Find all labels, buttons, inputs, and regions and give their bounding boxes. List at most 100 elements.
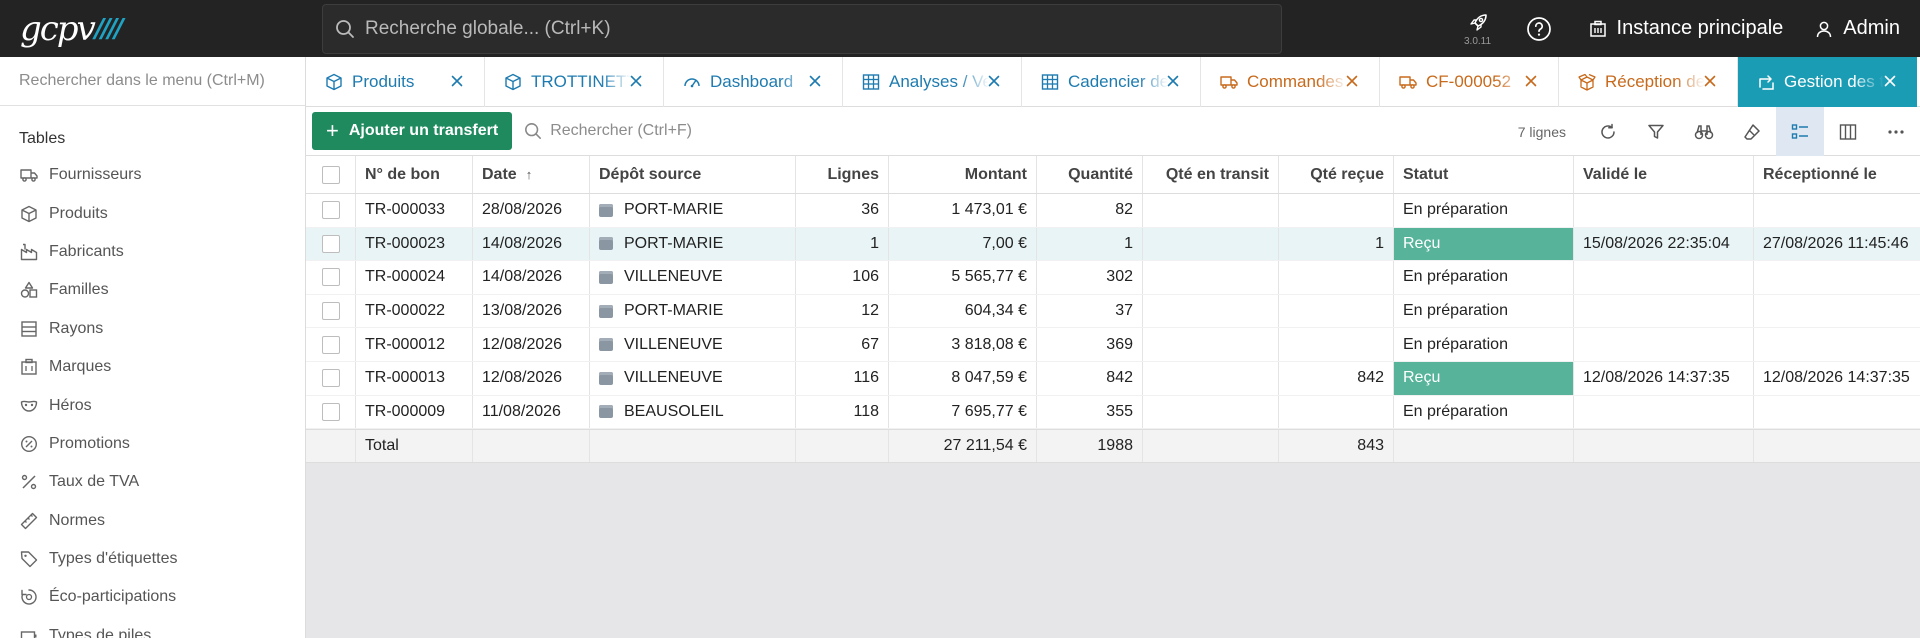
table-icon [862, 74, 880, 90]
sidebar-item[interactable]: Fabricants [0, 233, 305, 271]
menu-search[interactable] [0, 57, 305, 106]
sidebar-item[interactable]: Fournisseurs [0, 156, 305, 194]
cell-date: 14/08/2026 [482, 234, 563, 252]
close-icon[interactable] [1343, 72, 1361, 90]
col-transit-cell [1143, 227, 1279, 261]
row-select-cell [306, 294, 356, 328]
eraser-button[interactable] [1728, 107, 1776, 156]
row-checkbox[interactable] [321, 268, 340, 287]
refresh-button[interactable] [1584, 107, 1632, 156]
close-icon[interactable] [1164, 72, 1182, 90]
close-icon[interactable] [806, 72, 824, 90]
close-icon[interactable] [448, 72, 466, 90]
transfers-grid: N° de bon Date ↑ Dépôt source Lignes Montant Q… [306, 156, 1920, 463]
header-col-date[interactable]: Date ↑ [473, 156, 590, 193]
version-label: 3.0.11 [1463, 35, 1492, 47]
sidebar-item[interactable]: Rayons [0, 310, 305, 348]
row-checkbox[interactable] [321, 335, 340, 354]
header-col-montant[interactable]: Montant [889, 156, 1037, 193]
sidebar-item[interactable]: Taux de TVA [0, 463, 305, 501]
filter-button[interactable] [1632, 107, 1680, 156]
header-col-lignes[interactable]: Lignes [796, 156, 889, 193]
sidebar-item[interactable]: Types de piles [0, 617, 305, 638]
release-notes-button[interactable]: 3.0.11 [1447, 0, 1509, 57]
tab[interactable]: TROTTINETTES [485, 57, 664, 107]
header-col-recue[interactable]: Qté reçue [1279, 156, 1394, 193]
col-date-cell: 12/08/2026 [473, 361, 590, 395]
col-date-cell: 28/08/2026 [473, 194, 590, 227]
binoculars-button[interactable] [1680, 107, 1728, 156]
tab[interactable]: Gestion des transferts [1738, 57, 1917, 107]
add-transfer-button[interactable]: + Ajouter un transfert [312, 112, 513, 150]
table-row[interactable]: TR-000013 12/08/2026 VILLENEUVE 116 8 047,59… [306, 361, 1920, 396]
select-all-checkbox[interactable] [321, 165, 340, 184]
header-col-qte[interactable]: Quantité [1037, 156, 1143, 193]
app-logo[interactable]: gcpv //// [0, 0, 322, 57]
sidebar-item-label: Éco-participations [49, 588, 177, 606]
row-checkbox[interactable] [321, 302, 340, 321]
header-col-valide[interactable]: Validé le [1574, 156, 1754, 193]
row-checkbox[interactable] [321, 402, 340, 421]
grid-search[interactable] [524, 122, 851, 140]
header-col-depot[interactable]: Dépôt source [590, 156, 796, 193]
tab[interactable]: Commandes fournisseurs [1201, 57, 1380, 107]
table-row[interactable]: TR-000024 14/08/2026 VILLENEUVE 106 5 565,77… [306, 261, 1920, 295]
sidebar-item-label: Types d'étiquettes [49, 550, 178, 568]
global-search[interactable] [322, 4, 1282, 54]
sidebar-item[interactable]: Normes [0, 502, 305, 540]
col-qte-cell: 37 [1037, 294, 1143, 328]
close-icon[interactable] [1881, 72, 1899, 90]
row-checkbox[interactable] [321, 234, 340, 253]
header-col-transit[interactable]: Qté en transit [1143, 156, 1279, 193]
col-depot-cell: PORT-MARIE [590, 194, 796, 227]
tab[interactable]: Produits [306, 57, 485, 107]
total-col-lignes [796, 430, 889, 462]
user-menu[interactable]: Admin [1803, 17, 1920, 40]
col-statut-cell: Reçu [1394, 227, 1574, 261]
header-col-recep[interactable]: Réceptionné le [1754, 156, 1920, 193]
menu-search-input[interactable] [19, 72, 299, 90]
help-button[interactable] [1509, 0, 1569, 57]
close-icon[interactable] [1701, 72, 1719, 90]
sidebar-item[interactable]: Éco-participations [0, 578, 305, 616]
header-col-num[interactable]: N° de bon [356, 156, 473, 193]
col-recep-cell: 12/08/2026 14:37:35 [1754, 362, 1920, 395]
table-row[interactable]: TR-000009 11/08/2026 BEAUSOLEIL 118 7 695,77… [306, 395, 1920, 430]
sidebar-item[interactable]: Héros [0, 386, 305, 424]
truck-icon [1220, 76, 1238, 89]
col-recep-cell: 27/08/2026 11:45:46 [1754, 228, 1920, 261]
sidebar-item[interactable]: Marques [0, 348, 305, 386]
columns-button[interactable] [1824, 107, 1872, 156]
sidebar-item[interactable]: Promotions [0, 425, 305, 463]
row-checkbox[interactable] [321, 201, 340, 220]
tab[interactable]: CF-000052 [1380, 57, 1559, 107]
tab[interactable]: Réception de marchandises [1559, 57, 1738, 107]
tab[interactable]: Dashboard [664, 57, 843, 107]
list-view-button[interactable] [1776, 107, 1824, 156]
global-search-input[interactable] [365, 18, 1245, 40]
table-row[interactable]: TR-000033 28/08/2026 PORT-MARIE 36 1 473,01 … [306, 194, 1920, 228]
instance-selector[interactable]: Instance principale [1569, 17, 1804, 40]
tab[interactable]: Analyses / Ventes [843, 57, 1022, 107]
top-bar: gcpv //// 3.0.11 Instance principale Adm… [0, 0, 1920, 57]
row-checkbox[interactable] [321, 369, 340, 388]
recycle-icon [21, 589, 37, 606]
col-valide-cell [1574, 261, 1754, 294]
sidebar-item-label: Promotions [49, 434, 130, 452]
cell-num: TR-000033 [365, 201, 446, 219]
close-icon[interactable] [1522, 72, 1540, 90]
table-row[interactable]: TR-000012 12/08/2026 VILLENEUVE 67 3 818,08 … [306, 328, 1920, 362]
close-icon[interactable] [627, 72, 645, 90]
sidebar-item[interactable]: Familles [0, 271, 305, 309]
tab[interactable]: Cadencier de ventes [1022, 57, 1201, 107]
help-icon [1526, 16, 1551, 41]
close-icon[interactable] [985, 72, 1003, 90]
more-button[interactable] [1872, 107, 1920, 156]
table-row[interactable]: TR-000023 14/08/2026 PORT-MARIE 1 7,00 € 1 1 Re… [306, 227, 1920, 262]
header-col-statut[interactable]: Statut [1394, 156, 1574, 193]
table-row[interactable]: TR-000022 13/08/2026 PORT-MARIE 12 604,34 € 3… [306, 294, 1920, 329]
sidebar-item[interactable]: Types d'étiquettes [0, 540, 305, 578]
sidebar-item[interactable]: Produits [0, 194, 305, 232]
tab-label: Réception de marchandises [1605, 72, 1705, 91]
grid-search-input[interactable] [550, 122, 851, 140]
